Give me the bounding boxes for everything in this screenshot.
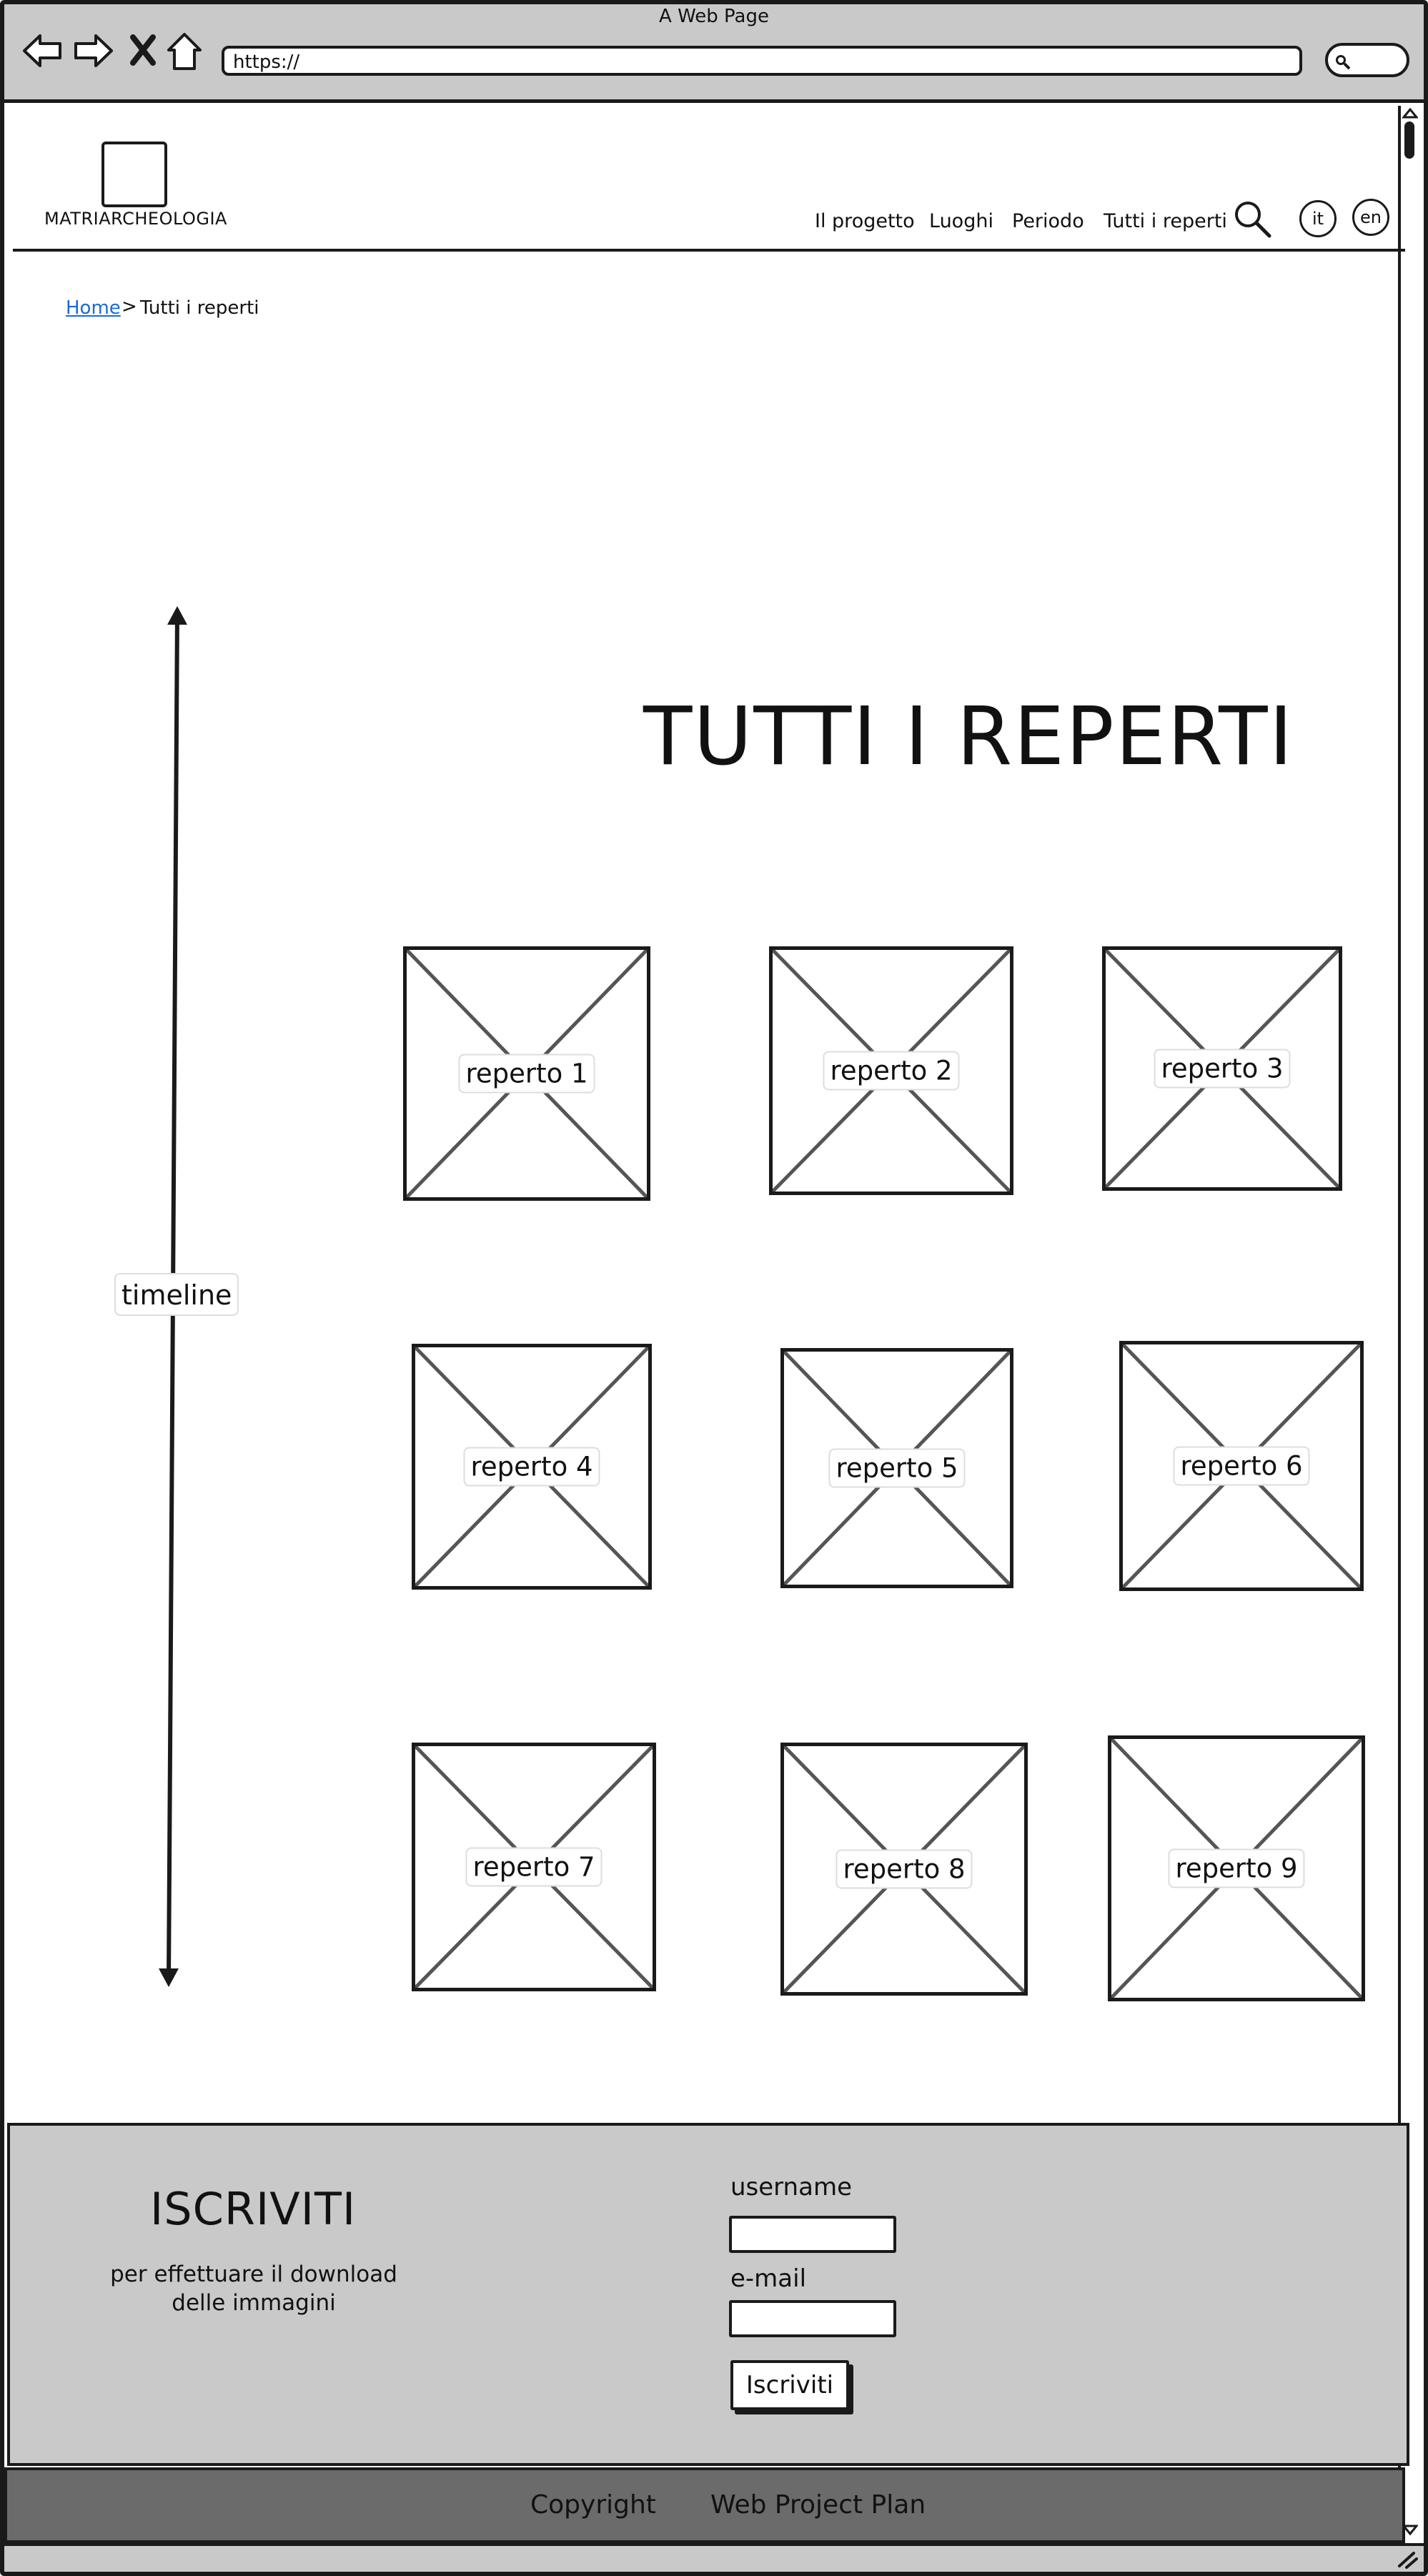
breadcrumb-separator: > (122, 296, 137, 317)
signup-section (7, 2123, 1409, 2466)
window-title: A Web Page (659, 6, 769, 27)
reperto-label: reperto 3 (1154, 1049, 1291, 1089)
back-arrow-icon[interactable] (21, 31, 63, 70)
nav-periodo[interactable]: Periodo (1012, 210, 1084, 232)
close-icon[interactable] (129, 33, 157, 67)
copyright-text: Copyright (530, 2490, 656, 2520)
reperto-label: reperto 1 (458, 1054, 595, 1094)
subscribe-button[interactable]: Iscriviti (730, 2360, 849, 2410)
resize-grip-icon[interactable] (1395, 2549, 1418, 2572)
nav-tutti-i-reperti[interactable]: Tutti i reperti (1104, 210, 1227, 232)
reperto-label: reperto 9 (1168, 1848, 1305, 1888)
reperto-card[interactable]: reperto 5 (780, 1348, 1013, 1588)
footer-bar (4, 2467, 1405, 2543)
reperto-card[interactable]: reperto 3 (1102, 946, 1342, 1191)
reperto-label: reperto 5 (828, 1448, 966, 1488)
scroll-down-arrow-icon[interactable] (1401, 2525, 1419, 2539)
browser-status-bar (4, 2543, 1424, 2572)
nav-luoghi[interactable]: Luoghi (929, 210, 993, 232)
email-label: e-mail (730, 2264, 807, 2293)
reperto-card[interactable]: reperto 6 (1119, 1341, 1364, 1591)
reperto-label: reperto 6 (1173, 1446, 1310, 1486)
reperto-label: reperto 7 (465, 1847, 603, 1887)
reperto-card[interactable]: reperto 7 (412, 1743, 656, 1991)
browser-search-field[interactable] (1325, 43, 1409, 77)
lang-en-button[interactable]: en (1352, 199, 1389, 236)
breadcrumb-current: Tutti i reperti (140, 297, 259, 319)
breadcrumb-home-link[interactable]: Home (66, 297, 121, 319)
timeline-label: timeline (114, 1273, 239, 1316)
scroll-up-arrow-icon[interactable] (1401, 107, 1419, 122)
username-label: username (730, 2173, 852, 2201)
url-input[interactable]: https:// (222, 46, 1302, 76)
forward-arrow-icon[interactable] (73, 31, 114, 70)
lang-it-button[interactable]: it (1299, 200, 1337, 237)
site-name[interactable]: MATRIARCHEOLOGIA (44, 209, 227, 229)
scrollbar-thumb[interactable] (1404, 122, 1414, 159)
signup-subtitle: per effettuare il download delle immagin… (110, 2262, 397, 2316)
reperto-card[interactable]: reperto 2 (769, 946, 1013, 1195)
reperto-card[interactable]: reperto 1 (403, 946, 650, 1201)
search-icon[interactable] (1232, 199, 1272, 242)
search-icon (1336, 55, 1351, 70)
site-logo[interactable] (101, 142, 167, 207)
reperto-label: reperto 8 (836, 1849, 973, 1889)
project-plan-text: Web Project Plan (710, 2490, 926, 2520)
email-field[interactable] (729, 2300, 896, 2337)
nav-il-progetto[interactable]: Il progetto (815, 210, 915, 232)
reperto-label: reperto 4 (463, 1447, 600, 1487)
reperto-card[interactable]: reperto 9 (1108, 1735, 1365, 2001)
header-divider (13, 249, 1405, 252)
username-field[interactable] (729, 2216, 896, 2253)
reperto-label: reperto 2 (823, 1051, 960, 1091)
reperto-card[interactable]: reperto 8 (780, 1743, 1028, 1996)
page-title: TUTTI I REPERTI (643, 690, 1294, 783)
home-icon[interactable] (166, 31, 203, 71)
reperto-card[interactable]: reperto 4 (412, 1344, 652, 1590)
signup-title: ISCRIVITI (150, 2183, 357, 2235)
